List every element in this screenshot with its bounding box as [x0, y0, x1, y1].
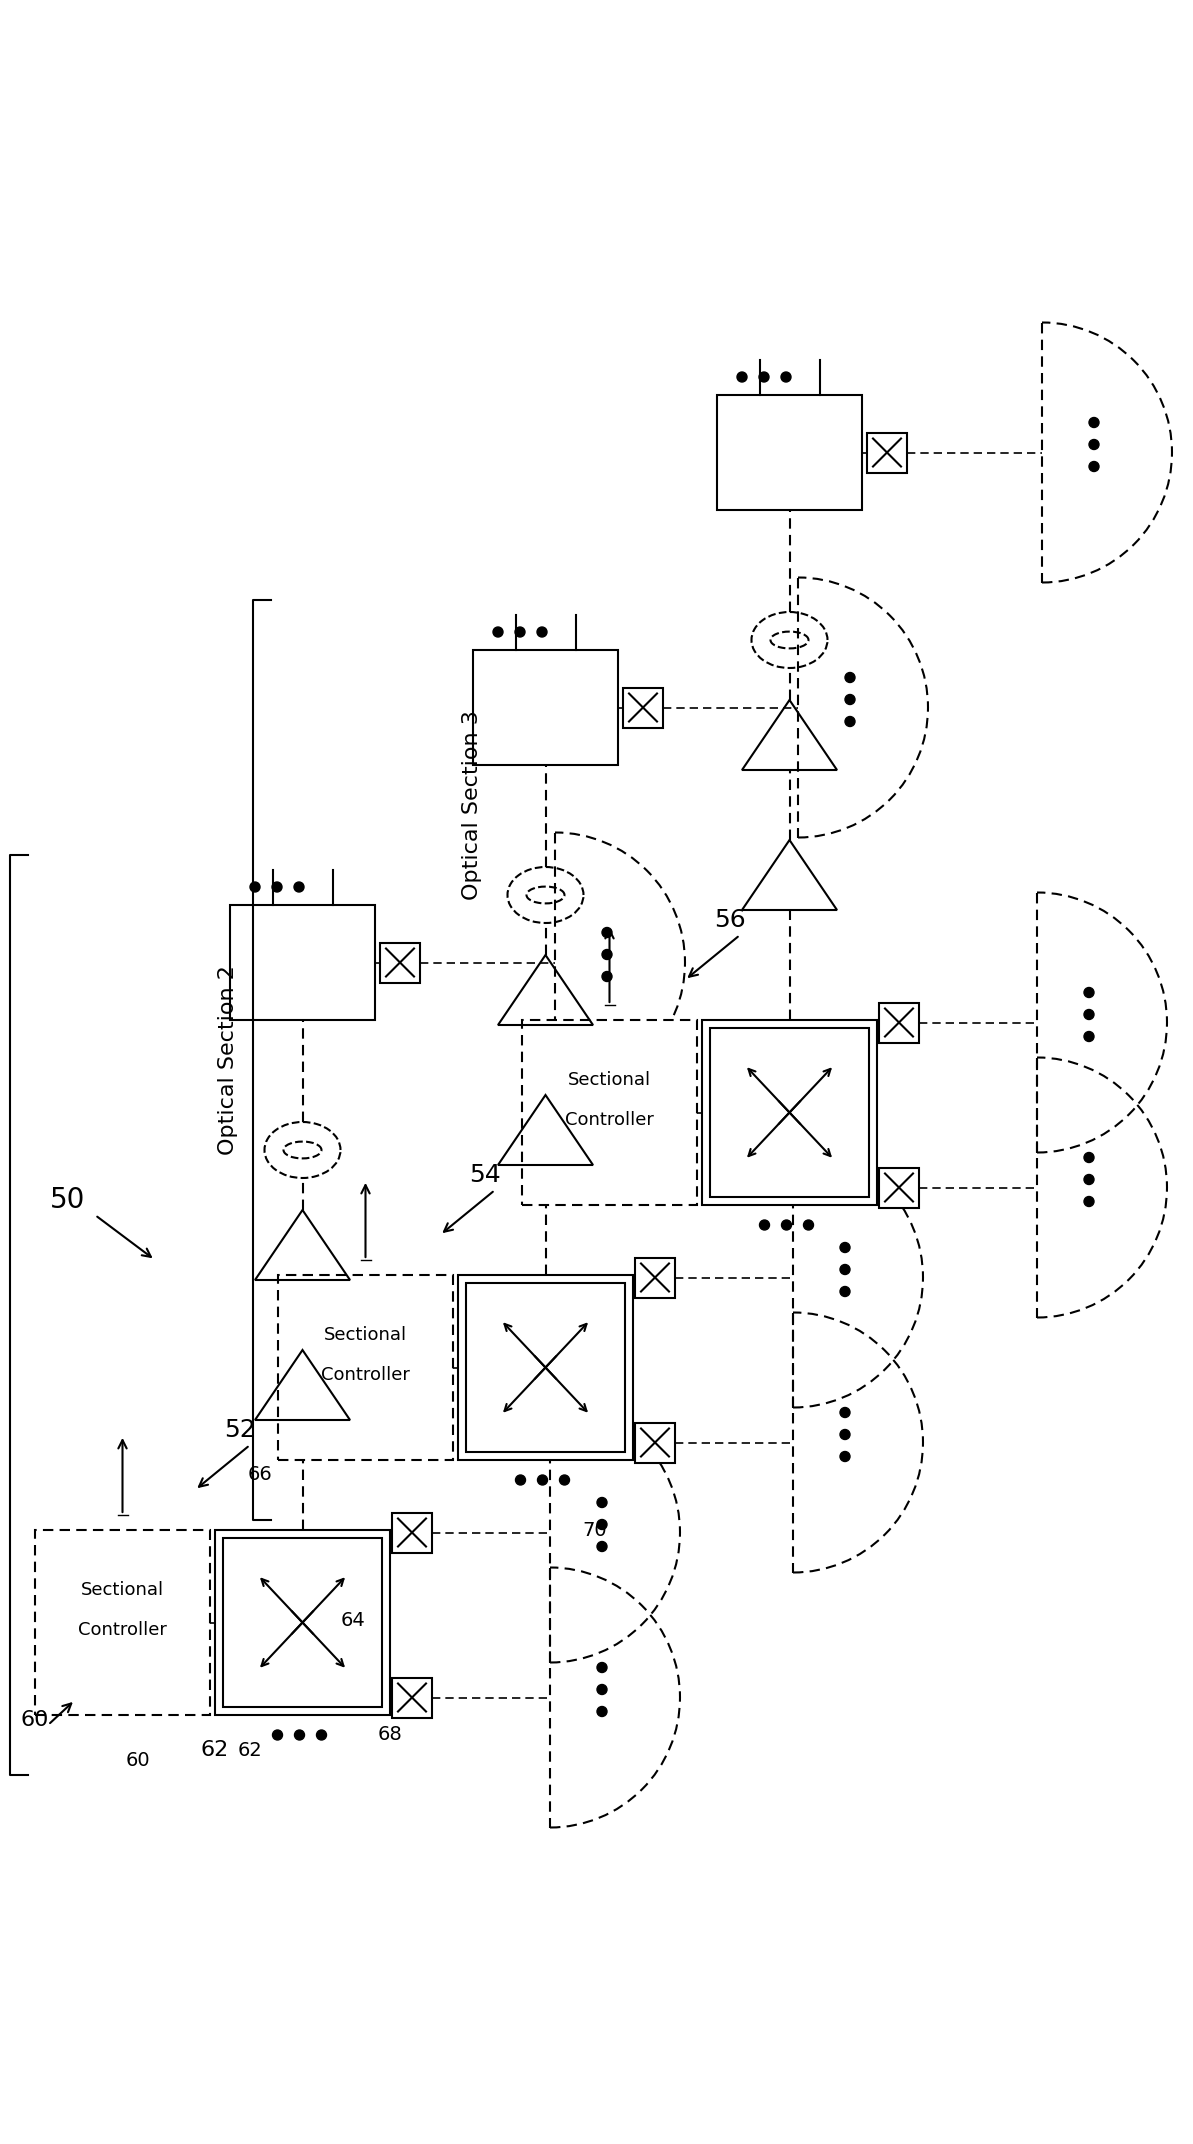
Circle shape	[845, 716, 855, 727]
Text: Controller: Controller	[321, 1366, 410, 1385]
Circle shape	[760, 1220, 769, 1231]
Text: 64: 64	[341, 1610, 365, 1629]
Circle shape	[515, 626, 525, 637]
Text: 62: 62	[237, 1741, 262, 1760]
Text: Sectional: Sectional	[568, 1072, 651, 1089]
Text: 54: 54	[469, 1162, 501, 1188]
Bar	[392, 1677, 432, 1717]
Text: 70: 70	[582, 1520, 607, 1539]
Bar	[710, 1027, 869, 1196]
Bar	[717, 394, 863, 510]
Text: Controller: Controller	[78, 1621, 167, 1638]
Bar	[635, 1421, 675, 1462]
Bar	[623, 688, 663, 727]
Circle shape	[781, 1220, 791, 1231]
Bar	[466, 1282, 625, 1451]
Circle shape	[602, 971, 612, 982]
Text: 62: 62	[200, 1741, 229, 1760]
Bar	[381, 943, 420, 982]
Circle shape	[596, 1520, 607, 1529]
Circle shape	[840, 1265, 849, 1274]
Circle shape	[596, 1662, 607, 1672]
Circle shape	[840, 1244, 849, 1252]
Circle shape	[602, 928, 612, 937]
Circle shape	[293, 881, 304, 892]
Text: 52: 52	[224, 1417, 255, 1443]
Bar	[879, 1168, 919, 1207]
Text: 50: 50	[50, 1186, 86, 1214]
Bar	[879, 1003, 919, 1042]
Circle shape	[804, 1220, 814, 1231]
Text: 60: 60	[20, 1711, 49, 1730]
Text: 60: 60	[125, 1750, 150, 1769]
Text: Optical Section 3: Optical Section 3	[462, 710, 482, 900]
Circle shape	[737, 373, 747, 382]
Circle shape	[840, 1406, 849, 1417]
Circle shape	[538, 1475, 548, 1486]
Circle shape	[596, 1685, 607, 1694]
Circle shape	[602, 950, 612, 961]
Circle shape	[1084, 1153, 1094, 1162]
Circle shape	[560, 1475, 569, 1486]
Text: Optical Section 2: Optical Section 2	[218, 965, 237, 1156]
Text: 66: 66	[248, 1466, 272, 1484]
Circle shape	[316, 1730, 327, 1741]
Circle shape	[1084, 1175, 1094, 1183]
Circle shape	[515, 1475, 525, 1486]
Circle shape	[493, 626, 503, 637]
Text: Sectional: Sectional	[324, 1325, 407, 1344]
Circle shape	[1084, 1196, 1094, 1207]
Bar	[523, 1021, 697, 1205]
Circle shape	[537, 626, 548, 637]
Circle shape	[596, 1707, 607, 1717]
Text: Sectional: Sectional	[81, 1580, 165, 1599]
Circle shape	[840, 1286, 849, 1297]
Circle shape	[781, 373, 791, 382]
Circle shape	[845, 695, 855, 705]
Bar	[35, 1531, 210, 1715]
Circle shape	[1084, 988, 1094, 997]
Bar	[635, 1259, 675, 1297]
Circle shape	[596, 1497, 607, 1507]
Circle shape	[272, 881, 282, 892]
Bar	[278, 1276, 453, 1460]
Circle shape	[295, 1730, 304, 1741]
Circle shape	[1084, 1010, 1094, 1021]
Bar	[223, 1537, 382, 1707]
Bar	[215, 1531, 390, 1715]
Bar	[458, 1276, 633, 1460]
Bar	[230, 905, 375, 1021]
Circle shape	[596, 1542, 607, 1552]
Circle shape	[1084, 1031, 1094, 1042]
Text: 68: 68	[378, 1726, 402, 1745]
Circle shape	[1089, 461, 1099, 472]
Bar	[392, 1512, 432, 1552]
Text: Controller: Controller	[565, 1111, 654, 1130]
Circle shape	[1089, 440, 1099, 450]
Bar	[867, 433, 907, 472]
Circle shape	[840, 1430, 849, 1439]
Bar	[701, 1021, 877, 1205]
Circle shape	[272, 1730, 283, 1741]
Circle shape	[840, 1451, 849, 1462]
Bar	[472, 650, 618, 765]
Text: 56: 56	[715, 909, 746, 933]
Circle shape	[845, 673, 855, 682]
Circle shape	[1089, 418, 1099, 427]
Circle shape	[759, 373, 769, 382]
Circle shape	[251, 881, 260, 892]
